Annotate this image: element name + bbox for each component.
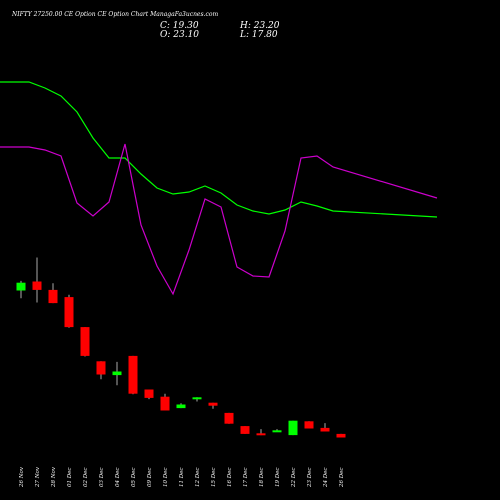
candle: [256, 429, 266, 436]
candle-body: [272, 430, 282, 433]
candle: [240, 426, 250, 434]
x-tick-label: 03 Dec: [99, 468, 105, 488]
candle: [96, 361, 106, 380]
candle: [176, 403, 186, 409]
candle-body: [224, 412, 234, 424]
candle-body: [80, 327, 90, 356]
candle-body: [192, 397, 202, 400]
candle: [336, 433, 346, 438]
candles: [16, 257, 346, 438]
ma-slow-line: [0, 81, 438, 218]
x-tick-label: 23 Dec: [307, 468, 313, 489]
candle: [304, 421, 314, 429]
candle: [80, 327, 90, 357]
x-tick-label: 19 Dec: [275, 468, 281, 488]
candle-body: [336, 433, 346, 438]
candle: [112, 361, 122, 386]
candle-body: [208, 402, 218, 406]
candle: [48, 283, 58, 304]
x-tick-label: 26 Nov: [19, 466, 25, 488]
x-tick-label: 02 Dec: [83, 468, 89, 488]
x-tick-label: 27 Nov: [35, 466, 41, 488]
x-axis: 26 Nov 27 Nov 28 Nov 01 Dec 02 Dec 03 Dec 04 D…: [19, 466, 345, 488]
x-tick-label: 24 Dec: [323, 468, 329, 489]
candle-body: [240, 426, 250, 434]
x-tick-label: 17 Dec: [243, 468, 249, 488]
candle: [272, 429, 282, 433]
candle-body: [96, 361, 106, 375]
chart-title: NIFTY 27250.00 CE Option CE Option Chart…: [11, 11, 218, 18]
x-tick-label: 15 Dec: [211, 468, 217, 488]
candle-body: [144, 389, 154, 398]
candle-body: [304, 421, 314, 429]
close-value: C: 19.30: [160, 21, 199, 31]
candle: [224, 412, 234, 424]
high-value: H: 23.20: [239, 21, 280, 31]
x-tick-label: 01 Dec: [67, 468, 73, 488]
candle: [208, 402, 218, 409]
x-tick-label: 09 Dec: [147, 468, 153, 488]
candle-body: [64, 297, 74, 328]
x-tick-label: 28 Nov: [51, 466, 57, 488]
x-tick-label: 12 Dec: [195, 468, 201, 488]
candle: [160, 393, 170, 411]
moving-averages: [0, 81, 438, 296]
candle-body: [288, 420, 298, 436]
candle-body: [256, 433, 266, 436]
candle-body: [320, 427, 330, 432]
x-tick-label: 11 Dec: [179, 468, 185, 488]
candle-body: [176, 404, 186, 409]
candle-body: [16, 282, 26, 291]
x-tick-label: 10 Dec: [163, 468, 169, 488]
candle-body: [112, 371, 122, 376]
candle-body: [48, 289, 58, 304]
candle: [32, 257, 42, 303]
x-tick-label: 16 Dec: [227, 468, 233, 488]
candle-body: [160, 396, 170, 411]
candle: [128, 355, 138, 395]
x-tick-label: 18 Dec: [259, 468, 265, 488]
x-tick-label: 22 Dec: [291, 468, 297, 489]
candle: [16, 280, 26, 299]
candle: [64, 294, 74, 328]
x-tick-label: 05 Dec: [131, 468, 137, 488]
candle: [320, 423, 330, 432]
open-value: O: 23.10: [160, 30, 199, 40]
x-tick-label: 26 Dec: [339, 468, 345, 489]
ma-fast-line: [0, 143, 438, 296]
candle: [144, 389, 154, 400]
low-value: L: 17.80: [239, 30, 278, 40]
candle: [192, 397, 202, 402]
candle-body: [32, 281, 42, 290]
candle: [288, 420, 298, 436]
x-tick-label: 04 Dec: [115, 468, 121, 488]
candle-body: [128, 355, 138, 394]
